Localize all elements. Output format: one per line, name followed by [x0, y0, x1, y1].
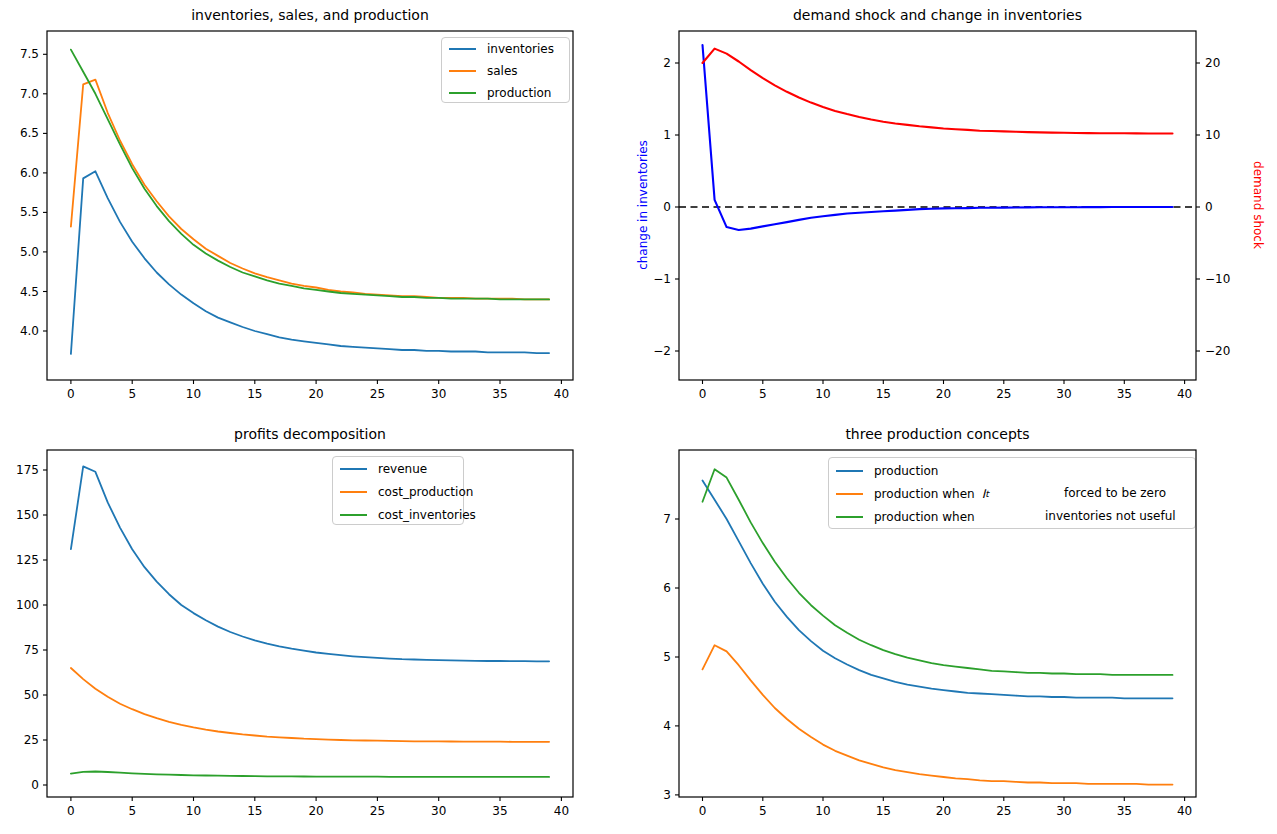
y-tick-label: 25 — [24, 733, 39, 747]
x-tick-label: 0 — [67, 804, 75, 818]
x-tick-label: 20 — [936, 387, 951, 401]
y-tick-label: 0 — [31, 778, 39, 792]
y-axis-label-demand-shock: demand shock — [1250, 85, 1266, 325]
y-tick-label: −2 — [653, 344, 671, 358]
y-tick-label: 7 — [663, 512, 671, 526]
y-tick-label: 7.0 — [20, 87, 39, 101]
y-tick-label: 100 — [16, 598, 39, 612]
chart-title-three-production-concepts: three production concepts — [679, 426, 1196, 442]
x-tick-label: 10 — [186, 387, 201, 401]
x-tick-label: 15 — [876, 387, 891, 401]
y-tick-label: 50 — [24, 688, 39, 702]
y-tick-label: 0 — [663, 200, 671, 214]
series-demand-shock — [703, 49, 1173, 134]
x-tick-label: 20 — [936, 804, 951, 818]
x-tick-label: 40 — [554, 387, 569, 401]
figure-canvas: inventories, sales, and production deman… — [0, 0, 1277, 834]
x-tick-label: 25 — [996, 387, 1011, 401]
x-tick-label: 25 — [370, 804, 385, 818]
x-tick-label: 15 — [247, 804, 262, 818]
x-tick-label: 30 — [1056, 387, 1071, 401]
axes-border — [679, 450, 1196, 797]
y-tick-label: 6.5 — [20, 126, 39, 140]
x-tick-label: 5 — [759, 387, 767, 401]
y-right-tick-label: 10 — [1205, 128, 1220, 142]
y-right-tick-label: −20 — [1205, 344, 1230, 358]
x-tick-label: 25 — [996, 804, 1011, 818]
x-tick-label: 10 — [815, 804, 830, 818]
series-production-when-inventories-not-useful — [703, 469, 1173, 675]
series-sales — [71, 80, 549, 300]
y-right-tick-label: 0 — [1205, 200, 1213, 214]
axes-border — [47, 31, 573, 380]
y-tick-label: 175 — [16, 463, 39, 477]
series-production-when-It-forced-to-be-zero — [703, 645, 1173, 784]
x-tick-label: 30 — [1056, 804, 1071, 818]
x-tick-label: 15 — [247, 387, 262, 401]
x-tick-label: 5 — [128, 804, 136, 818]
y-tick-label: 7.5 — [20, 47, 39, 61]
x-tick-label: 35 — [1117, 387, 1132, 401]
y-tick-label: 150 — [16, 508, 39, 522]
x-tick-label: 40 — [1177, 804, 1192, 818]
series-cost_production — [71, 668, 549, 742]
y-tick-label: 75 — [24, 643, 39, 657]
series-revenue — [71, 466, 549, 661]
x-tick-label: 25 — [370, 387, 385, 401]
y-tick-label: 5.0 — [20, 245, 39, 259]
y-tick-label: 6.0 — [20, 166, 39, 180]
x-tick-label: 0 — [699, 387, 707, 401]
x-tick-label: 35 — [492, 387, 507, 401]
x-tick-label: 40 — [554, 804, 569, 818]
axes-border — [47, 450, 573, 797]
y-tick-label: 4.5 — [20, 285, 39, 299]
y-tick-label: 2 — [663, 56, 671, 70]
x-tick-label: 5 — [759, 804, 767, 818]
x-tick-label: 15 — [876, 804, 891, 818]
chart-inventories-sales-production: 05101520253035404.04.55.05.56.06.57.07.5 — [47, 31, 573, 380]
series-change-in-inventories — [703, 45, 1173, 230]
x-tick-label: 5 — [128, 387, 136, 401]
x-tick-label: 20 — [308, 387, 323, 401]
y-tick-label: 6 — [663, 581, 671, 595]
series-inventories — [71, 171, 549, 354]
x-tick-label: 40 — [1177, 387, 1192, 401]
axes-border — [679, 31, 1196, 380]
x-tick-label: 0 — [699, 804, 707, 818]
chart-demand-shock-change-in-inventories: 0510152025303540−2−1012−20−1001020 — [679, 31, 1196, 380]
chart-title-inventories-sales-production: inventories, sales, and production — [47, 7, 573, 23]
chart-three-production-concepts: 051015202530354034567 — [679, 450, 1196, 797]
y-tick-label: 5 — [663, 650, 671, 664]
series-production — [71, 50, 549, 300]
series-production — [703, 480, 1173, 698]
y-tick-label: 3 — [663, 788, 671, 802]
y-right-tick-label: 20 — [1205, 56, 1220, 70]
x-tick-label: 30 — [431, 387, 446, 401]
chart-title-profits-decomposition: profits decomposition — [47, 426, 573, 442]
series-cost_inventories — [71, 772, 549, 777]
y-tick-label: 5.5 — [20, 205, 39, 219]
x-tick-label: 0 — [67, 387, 75, 401]
y-tick-label: 4 — [663, 719, 671, 733]
x-tick-label: 35 — [1117, 804, 1132, 818]
y-right-tick-label: −10 — [1205, 272, 1230, 286]
x-tick-label: 20 — [308, 804, 323, 818]
x-tick-label: 30 — [431, 804, 446, 818]
y-tick-label: 125 — [16, 553, 39, 567]
y-tick-label: 1 — [663, 128, 671, 142]
x-tick-label: 35 — [492, 804, 507, 818]
y-tick-label: 4.0 — [20, 324, 39, 338]
chart-profits-decomposition: 05101520253035400255075100125150175 — [47, 450, 573, 797]
chart-title-demand-shock: demand shock and change in inventories — [679, 7, 1196, 23]
y-tick-label: −1 — [653, 272, 671, 286]
x-tick-label: 10 — [815, 387, 830, 401]
x-tick-label: 10 — [186, 804, 201, 818]
y-axis-label-change-in-inventories: change in inventories — [635, 85, 651, 325]
